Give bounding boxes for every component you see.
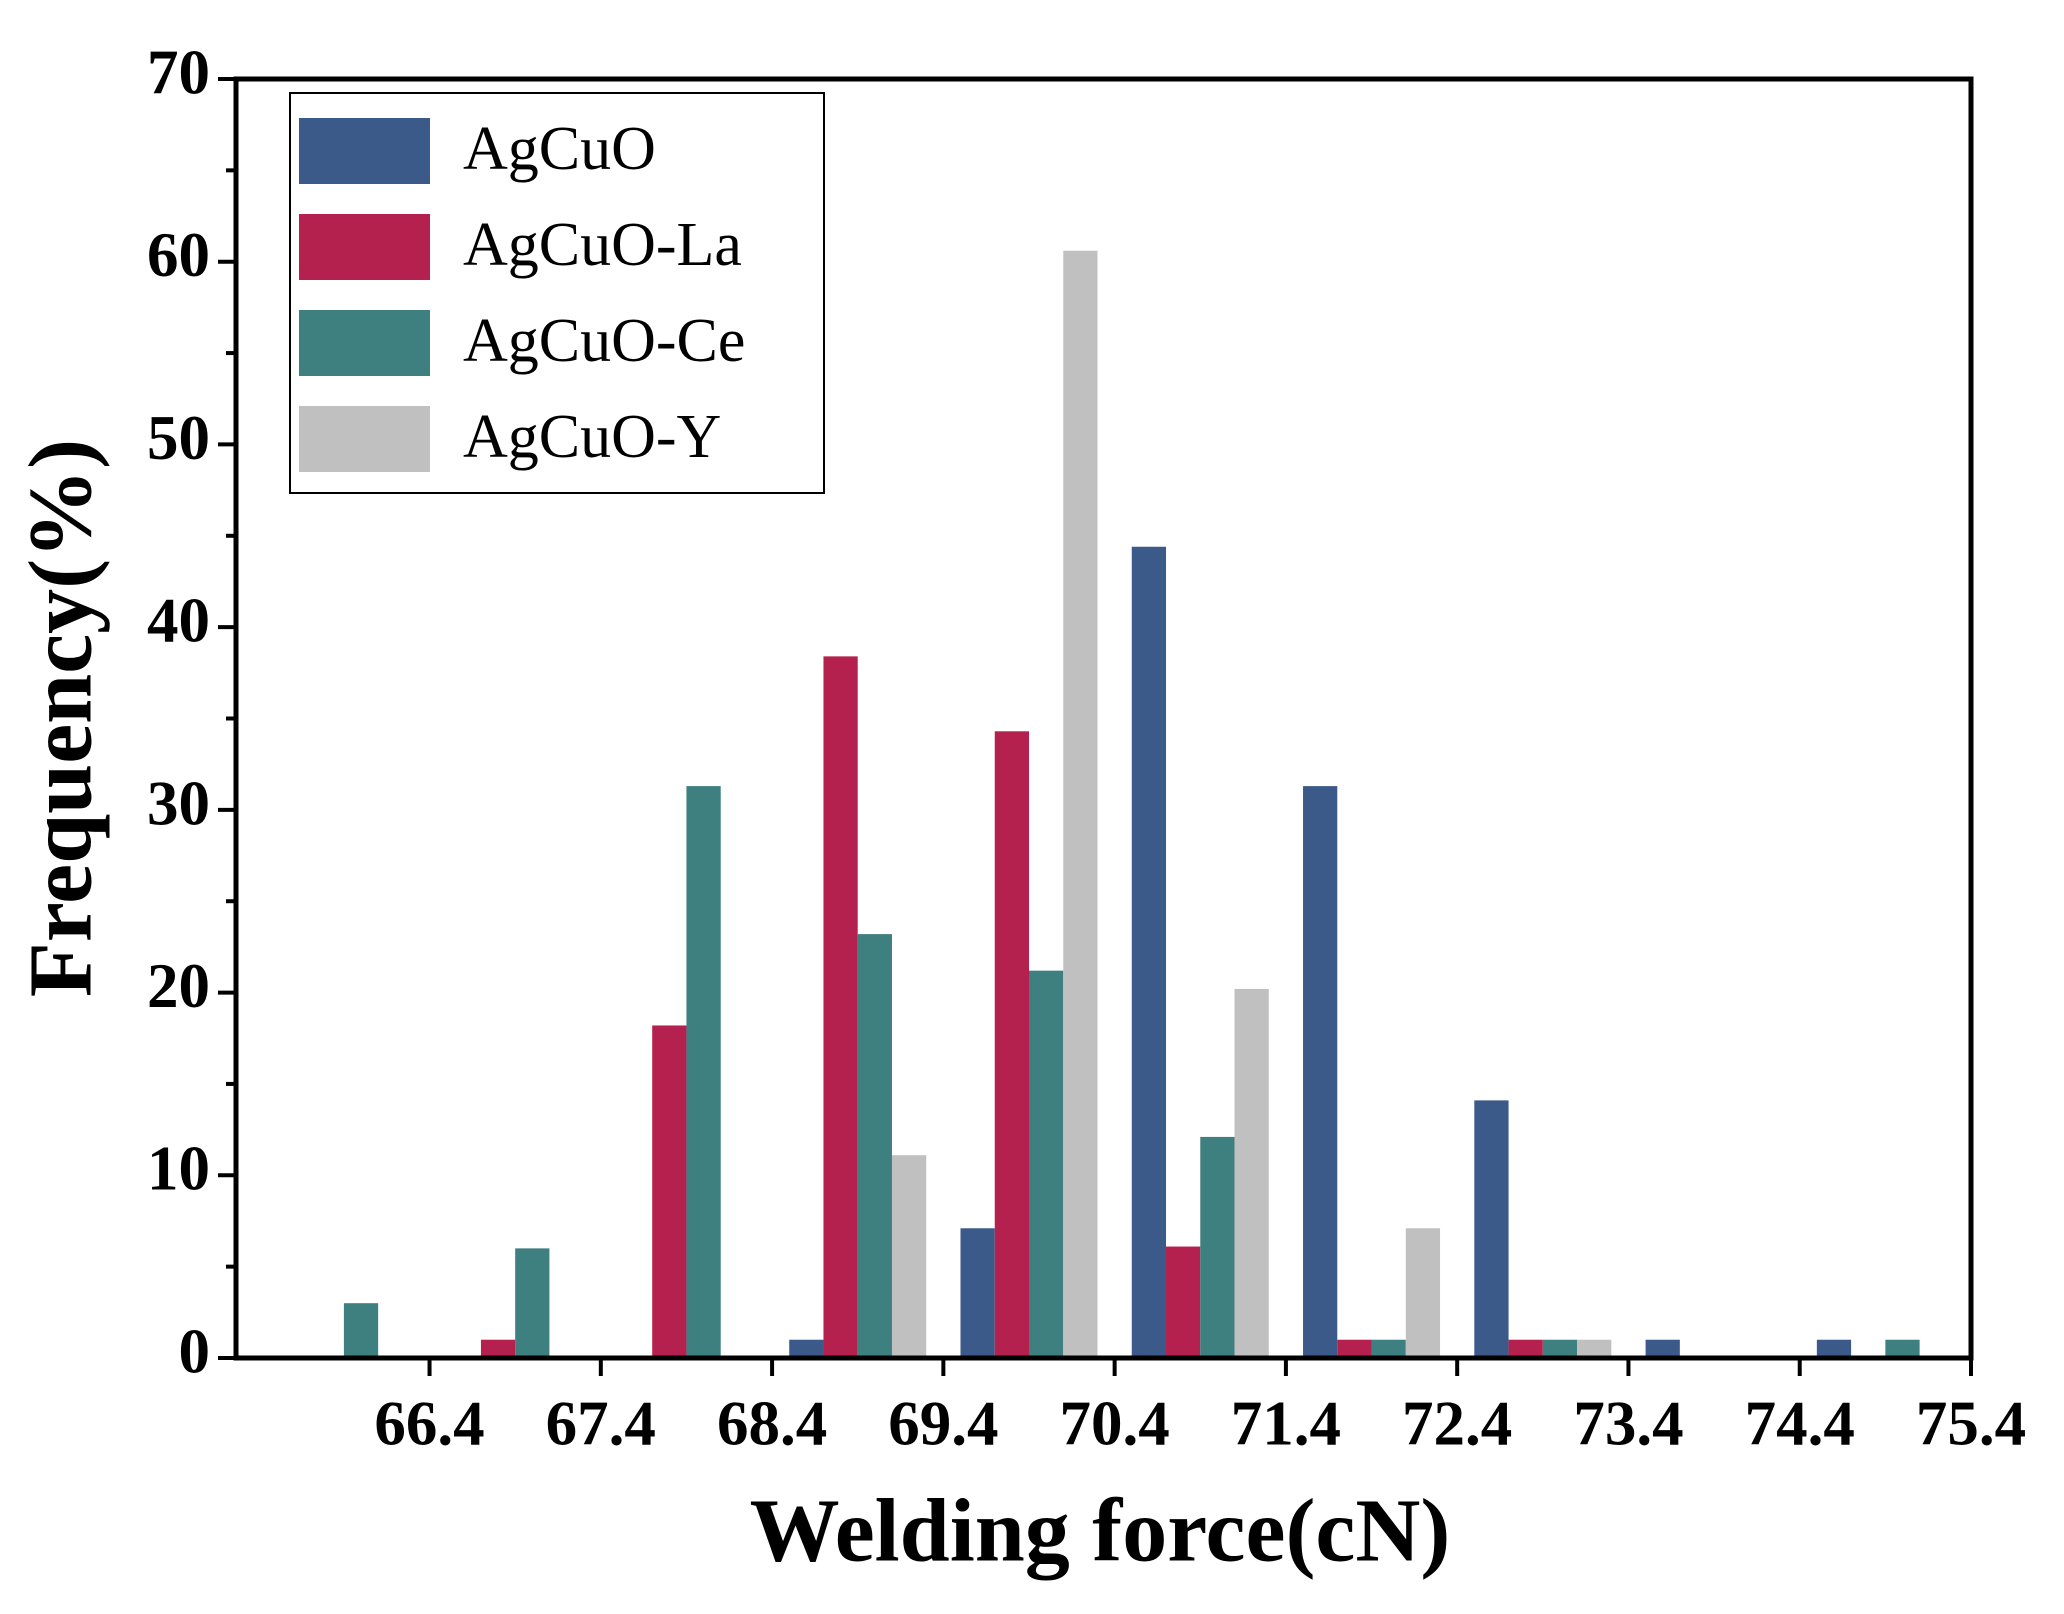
bar	[1166, 1246, 1201, 1358]
x-axis-title: Welding force(cN)	[750, 1482, 1451, 1581]
legend-label: AgCuO-Ce	[463, 307, 745, 375]
bar	[1028, 970, 1064, 1358]
bar	[1816, 1339, 1852, 1358]
bar	[960, 1228, 995, 1358]
x-tick-label: 74.4	[1745, 1388, 1855, 1458]
bar	[1885, 1339, 1920, 1358]
legend-label: AgCuO-La	[463, 211, 742, 279]
legend-label: AgCuO	[463, 115, 656, 183]
y-tick-label: 60	[147, 220, 210, 290]
bar	[1542, 1339, 1578, 1358]
bar	[1405, 1228, 1441, 1358]
y-axis-title: Frequency(%)	[12, 439, 111, 997]
bar	[1371, 1339, 1406, 1358]
x-tick-label: 73.4	[1573, 1388, 1683, 1458]
bar	[515, 1248, 550, 1358]
x-tick-label: 68.4	[717, 1388, 827, 1458]
bar	[891, 1155, 927, 1358]
bar	[652, 1025, 687, 1358]
bar	[343, 1303, 379, 1358]
bar	[789, 1339, 824, 1358]
y-tick-label: 50	[147, 403, 210, 473]
bar	[994, 731, 1029, 1358]
legend-swatch	[299, 310, 430, 376]
legend-swatch	[299, 406, 430, 472]
y-tick-label: 40	[147, 586, 210, 656]
legend-swatch	[299, 214, 430, 280]
y-tick-label: 20	[147, 951, 210, 1021]
bar	[1577, 1339, 1612, 1358]
bar	[1645, 1339, 1680, 1358]
x-tick-label: 67.4	[546, 1388, 656, 1458]
plot-frame	[233, 76, 1974, 1361]
bar	[1131, 546, 1167, 1358]
bar	[1474, 1100, 1509, 1358]
y-tick-label: 30	[147, 768, 210, 838]
bar	[1063, 250, 1098, 1358]
bar	[1337, 1339, 1372, 1358]
bar	[1303, 786, 1338, 1358]
bar	[686, 786, 721, 1358]
bar	[1234, 988, 1269, 1358]
bar	[1508, 1339, 1543, 1358]
x-tick-label: 75.4	[1916, 1388, 2026, 1458]
bar	[857, 934, 892, 1358]
bar	[823, 656, 858, 1358]
bar	[1200, 1136, 1235, 1358]
x-tick-label: 70.4	[1060, 1388, 1170, 1458]
x-tick-label: 66.4	[374, 1388, 484, 1458]
legend-swatch	[299, 118, 430, 184]
bar	[480, 1339, 516, 1358]
x-tick-label: 71.4	[1231, 1388, 1341, 1458]
x-tick-label: 72.4	[1402, 1388, 1512, 1458]
x-tick-label: 69.4	[888, 1388, 998, 1458]
legend-label: AgCuO-Y	[463, 403, 721, 471]
y-tick-label: 70	[147, 37, 210, 107]
y-tick-label: 0	[179, 1316, 211, 1386]
y-tick-label: 10	[147, 1134, 210, 1204]
